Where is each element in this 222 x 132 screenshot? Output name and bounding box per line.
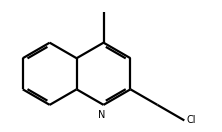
Text: N: N bbox=[98, 110, 106, 121]
Text: Cl: Cl bbox=[187, 115, 196, 125]
